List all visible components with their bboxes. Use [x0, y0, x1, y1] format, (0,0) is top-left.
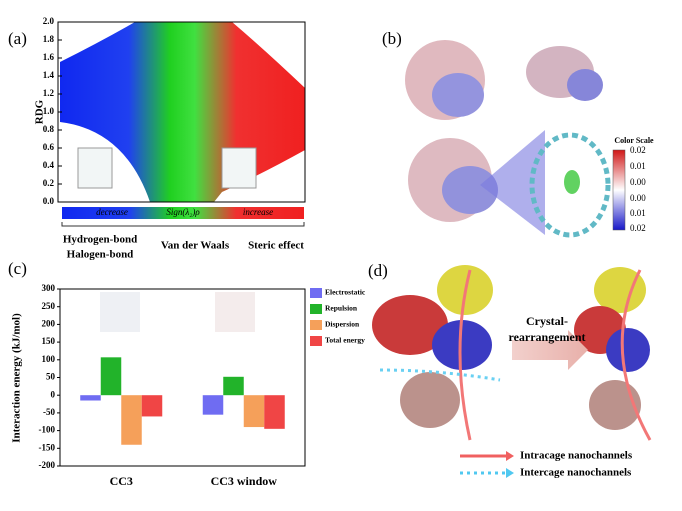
- scale-label: Sign(λ₂)ρ: [166, 207, 200, 217]
- y-tick-label: 300: [42, 283, 56, 293]
- legend-label: Repulsion: [325, 304, 358, 313]
- bar: [264, 395, 285, 429]
- legend-label: Electrostatic: [325, 288, 366, 297]
- legend-arrowhead: [506, 451, 514, 461]
- scale-label: increase: [243, 207, 273, 217]
- panel-label: (b): [382, 29, 402, 48]
- color-bar: [62, 207, 304, 219]
- color-scale-label: 0.02: [630, 223, 646, 233]
- molecule-surfaces: [405, 40, 611, 238]
- y-tick-label: 0.4: [43, 160, 55, 170]
- interaction-label: Halogen-bond: [67, 249, 134, 261]
- color-scale-label: 0.01: [630, 208, 646, 218]
- arrow-label: Crystal-: [526, 314, 568, 328]
- legend-label: Dispersion: [325, 320, 360, 329]
- y-tick-label: 0: [51, 389, 56, 399]
- color-scale-title: Color Scale: [614, 136, 654, 145]
- interaction-label: Hydrogen-bond: [63, 234, 137, 246]
- y-tick-label: 0.0: [43, 196, 55, 206]
- interaction-label: Van der Waals: [161, 240, 230, 252]
- y-tick-label: 1.0: [43, 106, 55, 116]
- y-tick-label: 1.8: [43, 34, 55, 44]
- plot-frame: [59, 288, 306, 467]
- y-tick-label: -100: [39, 425, 56, 435]
- y-tick-label: 200: [42, 318, 56, 328]
- legend-swatch: [310, 288, 322, 298]
- crystal-structures: [372, 265, 652, 441]
- y-tick-label: 1.4: [43, 70, 55, 80]
- rearrangement-arrow: [512, 330, 588, 370]
- y-tick-label: 1.2: [43, 88, 55, 98]
- y-tick-label: 0.8: [43, 124, 55, 134]
- y-tick-label: 50: [46, 372, 56, 382]
- inset-image: [221, 147, 257, 189]
- color-scale-label: 0.00: [630, 177, 646, 187]
- bar: [202, 395, 224, 415]
- y-tick-label: -200: [39, 460, 56, 470]
- legend-swatch: [310, 320, 322, 330]
- molecule-image: [100, 292, 140, 332]
- y-tick-label: 1.6: [43, 52, 55, 62]
- legend-swatch: [310, 336, 322, 346]
- inset-image: [77, 147, 113, 189]
- y-tick-label: -150: [39, 442, 56, 452]
- y-tick-label: 2.0: [43, 16, 55, 26]
- color-scale-label: 0.00: [630, 193, 646, 203]
- panel-label: (a): [8, 29, 27, 48]
- legend-text: Intercage nanochannels: [520, 467, 632, 479]
- y-tick-label: 100: [42, 354, 56, 364]
- bar: [141, 395, 163, 417]
- legend-label: Total energy: [325, 336, 365, 345]
- bracket: [61, 222, 305, 227]
- bar: [223, 376, 244, 396]
- color-scale-bar: [612, 149, 626, 231]
- y-tick-label: -50: [43, 407, 55, 417]
- y-tick-label: 250: [42, 301, 56, 311]
- y-axis-label: RDG: [34, 99, 46, 124]
- color-scale-label: 0.01: [630, 161, 646, 171]
- bar: [80, 395, 101, 401]
- bar: [100, 357, 122, 396]
- y-tick-label: 0.2: [43, 178, 55, 188]
- molecule-image: [215, 292, 255, 332]
- x-tick-label: CC3: [110, 474, 133, 488]
- legend-arrowhead: [506, 468, 514, 478]
- color-scale-label: 0.02: [630, 145, 646, 155]
- x-tick-label: CC3 window: [211, 474, 278, 488]
- arrow-label: rearrangement: [508, 330, 585, 344]
- bar: [243, 395, 265, 428]
- legend-text: Intracage nanochannels: [520, 450, 633, 462]
- scale-label: decrease: [96, 207, 128, 217]
- legend-swatch: [310, 304, 322, 314]
- y-axis-label: Interaction energy (kJ/mol): [11, 313, 23, 443]
- panel-label: (c): [8, 259, 27, 278]
- bar: [121, 395, 142, 445]
- y-tick-label: 150: [42, 336, 56, 346]
- interaction-label: Steric effect: [248, 240, 304, 252]
- y-tick-label: 0.6: [43, 142, 55, 152]
- panel-label: (d): [368, 261, 388, 280]
